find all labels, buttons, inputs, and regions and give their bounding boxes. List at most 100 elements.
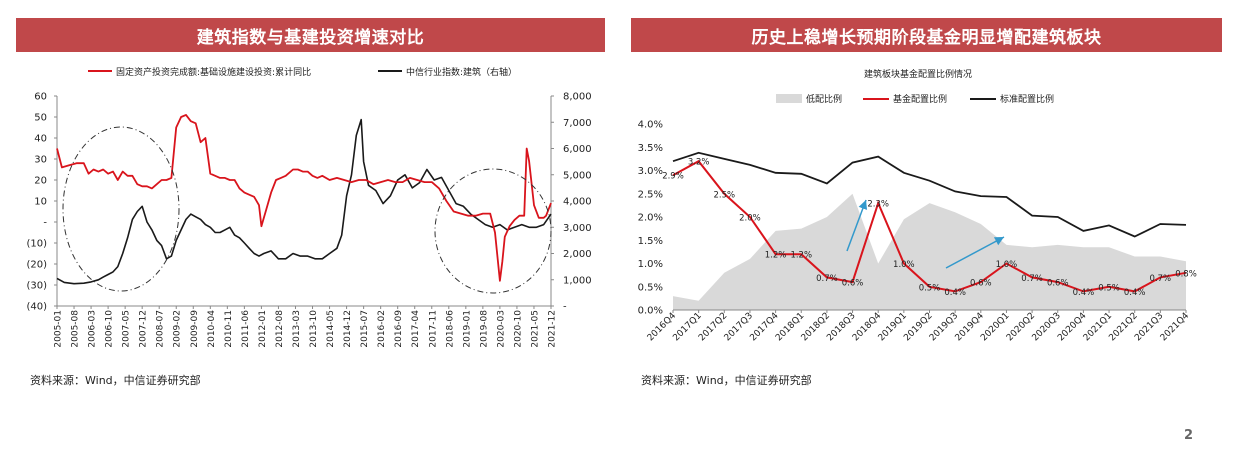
fund-allocation-data-label: 0.7% xyxy=(816,274,838,284)
fund-allocation-data-label: 1.2% xyxy=(765,251,787,261)
right-y-tick-label: 6,000 xyxy=(563,144,592,155)
left-y-tick-label: 10 xyxy=(34,197,47,208)
highlight-ellipse-2006-2008 xyxy=(62,126,180,292)
right-y-tick-label: 1,000 xyxy=(563,275,592,286)
x-tick-label: 2007-12 xyxy=(139,310,149,348)
x-tick-label: 2006-03 xyxy=(88,310,98,348)
legend-label-underweight: 低配比例 xyxy=(806,93,842,105)
fund-allocation-data-label: 2.5% xyxy=(713,190,735,200)
fund-allocation-data-label: 3.2% xyxy=(688,158,710,168)
y-tick-label: 0.5% xyxy=(638,282,663,293)
fund-allocation-data-label: 0.7% xyxy=(1150,274,1172,284)
left-y-tick-label: (40) xyxy=(26,302,47,313)
fund-allocation-data-label: 0.6% xyxy=(970,279,992,289)
x-tick-label: 2019-08 xyxy=(479,310,489,348)
x-tick-label: 2015-07 xyxy=(360,310,370,348)
x-tick-label: 2017-11 xyxy=(428,310,438,348)
x-tick-label: 2010-11 xyxy=(224,310,234,348)
x-tick-label: 2009-09 xyxy=(190,310,200,348)
x-tick-label: 2020-10 xyxy=(513,310,523,348)
left-y-tick-label: 40 xyxy=(34,134,47,145)
left-y-tick-label: 30 xyxy=(34,155,47,166)
x-tick-label: 2016-09 xyxy=(394,310,404,348)
infra-investment-line xyxy=(56,114,552,282)
standard-allocation-line xyxy=(672,151,1187,238)
left-y-tick-label: (20) xyxy=(26,260,47,271)
x-tick-label: 2017-04 xyxy=(411,310,421,348)
y-tick-label: 1.0% xyxy=(638,259,663,270)
x-tick-label: 2012-01 xyxy=(258,310,268,348)
legend-label-fund-allocation: 基金配置比例 xyxy=(893,93,947,105)
fund-allocation-data-label: 0.4% xyxy=(1073,288,1095,298)
right-y-tick-label: 2,000 xyxy=(563,249,592,260)
y-tick-label: 4.0% xyxy=(638,120,663,131)
y-tick-label: 0.0% xyxy=(638,306,663,317)
y-tick-label: 2.0% xyxy=(638,213,663,224)
x-tick-label: 2019-01 xyxy=(462,310,472,348)
fund-allocation-data-label: 0.6% xyxy=(1047,279,1069,289)
y-tick-label: 1.5% xyxy=(638,236,663,247)
highlight-ellipse-2018-2021 xyxy=(434,168,552,294)
fund-allocation-data-label: 1.2% xyxy=(790,251,812,261)
construction-index-line xyxy=(56,118,552,285)
x-tick-label: 2014-05 xyxy=(326,310,336,348)
right-y-tick-label: 4,000 xyxy=(563,197,592,208)
fund-allocation-data-label: 0.6% xyxy=(842,279,864,289)
left-y-tick-label: (30) xyxy=(26,281,47,292)
y-tick-label: 2.5% xyxy=(638,189,663,200)
right-chart-title-banner: 历史上稳增长预期阶段基金明显增配建筑板块 xyxy=(631,18,1222,52)
fund-allocation-data-label: 0.8% xyxy=(1175,269,1197,279)
fund-allocation-data-label: 1.0% xyxy=(996,260,1018,270)
x-tick-label: 2006-10 xyxy=(105,310,115,348)
legend-label-construction: 中信行业指数:建筑（右轴） xyxy=(406,66,517,78)
left-chart-title-banner: 建筑指数与基建投资增速对比 xyxy=(16,18,605,52)
fund-allocation-data-label: 0.4% xyxy=(1124,288,1146,298)
fund-allocation-data-label: 2.9% xyxy=(662,172,684,182)
trend-arrow-2018 xyxy=(846,199,868,252)
fund-allocation-data-label: 0.5% xyxy=(1098,283,1120,293)
fund-allocation-data-label: 1.0% xyxy=(893,260,915,270)
legend-label-standard-allocation: 标准配置比例 xyxy=(1000,93,1054,105)
x-tick-label: 2013-03 xyxy=(292,310,302,348)
trend-arrow-2020 xyxy=(945,236,1005,269)
left-y-tick-label: (10) xyxy=(26,239,47,250)
right-y-tick-label: 3,000 xyxy=(563,223,592,234)
x-tick-label: 2012-08 xyxy=(275,310,285,348)
left-y-tick-label: 20 xyxy=(34,176,47,187)
fund-allocation-line xyxy=(672,159,1187,293)
right-y-tick-label: - xyxy=(563,302,567,313)
x-tick-label: 2005-01 xyxy=(54,310,64,348)
x-tick-label: 2009-02 xyxy=(173,310,183,348)
fund-allocation-data-label: 2.3% xyxy=(867,200,889,210)
legend-swatch-underweight xyxy=(776,94,802,103)
right-y-tick-label: 8,000 xyxy=(563,92,592,103)
x-tick-label: 2021-05 xyxy=(530,310,540,348)
y-tick-label: 3.5% xyxy=(638,143,663,154)
x-tick-label: 2013-10 xyxy=(309,310,319,348)
underweight-area xyxy=(673,193,1186,310)
fund-allocation-data-label: 0.7% xyxy=(1021,274,1043,284)
legend-label-infra: 固定资产投资完成额:基础设施建设投资:累计同比 xyxy=(116,66,311,78)
x-tick-label: 2010-04 xyxy=(207,310,217,348)
x-tick-label: 2014-12 xyxy=(343,310,353,348)
x-tick-label: 2020-03 xyxy=(496,310,506,348)
left-y-tick-label: 60 xyxy=(34,92,47,103)
fund-allocation-data-label: 2.0% xyxy=(739,214,761,224)
x-tick-label: 2018-06 xyxy=(445,310,455,348)
right-y-tick-label: 5,000 xyxy=(563,170,592,181)
x-tick-label: 2008-07 xyxy=(156,310,166,348)
x-tick-label: 2021Q4 xyxy=(1159,311,1192,344)
x-tick-label: 2005-08 xyxy=(71,310,81,348)
left-source-note: 资料来源：Wind，中信证券研究部 xyxy=(30,374,201,387)
left-y-tick-label: 50 xyxy=(34,113,47,124)
fund-allocation-data-label: 0.5% xyxy=(919,283,941,293)
right-source-note: 资料来源：Wind，中信证券研究部 xyxy=(641,374,812,387)
x-tick-label: 2011-06 xyxy=(241,310,251,348)
right-chart-subtitle: 建筑板块基金配置比例情况 xyxy=(864,68,972,80)
x-tick-label: 2021-12 xyxy=(548,310,558,348)
left-y-tick-label: - xyxy=(43,218,47,229)
x-tick-label: 2007-05 xyxy=(122,310,132,348)
fund-allocation-data-label: 0.4% xyxy=(944,288,966,298)
